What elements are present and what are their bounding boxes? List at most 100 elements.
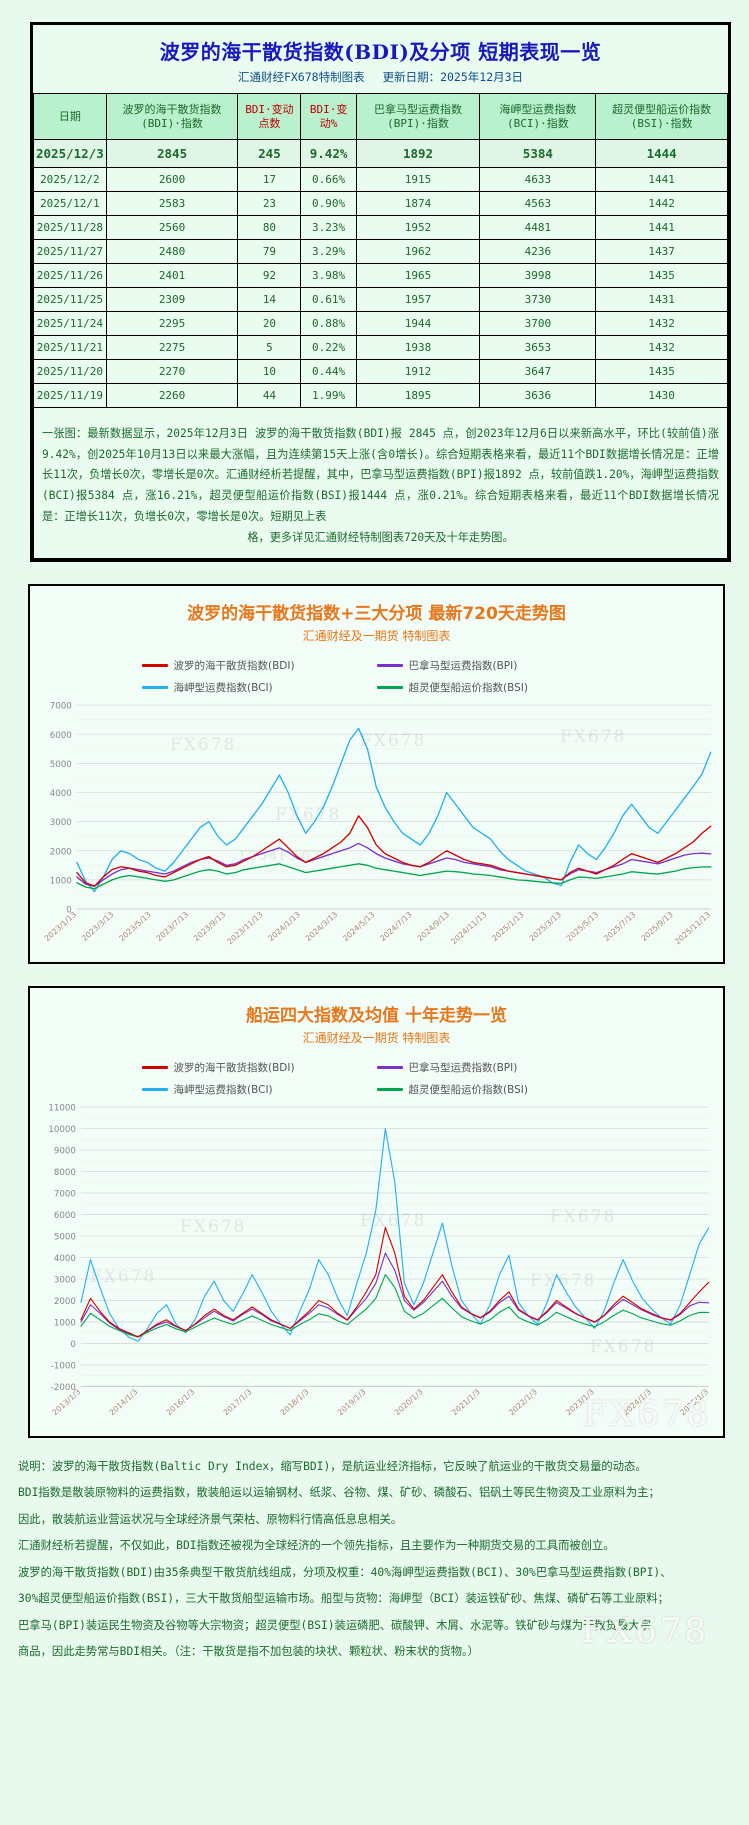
legend-swatch-bsi — [376, 1088, 403, 1092]
legend-item-bpi: 巴拿马型运费指数(BPI) — [376, 1060, 612, 1075]
legend-label-bpi: 巴拿马型运费指数(BPI) — [408, 1062, 518, 1075]
table-cell: 1444 — [595, 139, 728, 168]
svg-text:6000: 6000 — [54, 1211, 76, 1221]
table-cell: 0.61% — [300, 287, 357, 312]
table-cell: 2583 — [105, 191, 239, 216]
col-header-bsi: 超灵便型船运价指数(BSI)·指数 — [595, 93, 728, 140]
col-header-bpi: 巴拿马型运费指数(BPI)·指数 — [355, 93, 481, 140]
table-cell: 3730 — [479, 287, 597, 312]
chart-panel-10year: 船运四大指数及均值 十年走势一览 汇通财经及一期货 特制图表 波罗的海干散货指数… — [28, 986, 725, 1438]
legend-item-bsi: 超灵便型船运价指数(BSI) — [376, 680, 612, 695]
svg-text:-1000: -1000 — [51, 1362, 76, 1372]
legend-item-bpi: 巴拿马型运费指数(BPI) — [376, 658, 612, 673]
footer-line-6: 30%超灵便型船运价指数(BSI)，三大干散货船型运输市场。船型与货物：海岬型（… — [18, 1592, 669, 1606]
table-header-row: 日期 波罗的海干散货指数(BDI)·指数 BDI·变动点数 BDI·变动% 巴拿… — [33, 93, 728, 140]
legend-swatch-bci — [141, 1088, 168, 1092]
footer-line-7: 巴拿马(BPI)装运民生物资及谷物等大宗物资；超灵便型(BSI)装运磷肥、碳酸钾… — [18, 1618, 651, 1632]
table-cell: 1874 — [355, 191, 481, 216]
chart2-big-watermark: FX678 — [583, 1393, 711, 1434]
table-cell: 5 — [237, 335, 302, 360]
table-cell: 2560 — [105, 215, 239, 240]
table-cell: 2275 — [105, 335, 239, 360]
table-cell: 2025/12/1 — [33, 191, 107, 216]
table-cell: 3.23% — [300, 215, 357, 240]
table-cell: 2025/11/20 — [33, 359, 107, 384]
legend-label-bsi: 超灵便型船运价指数(BSI) — [408, 682, 528, 695]
table-cell: 44 — [237, 383, 302, 408]
table-body: 2025/12/3 2845 245 9.42% 1892 5384 1444 2025/12… — [33, 139, 728, 408]
table-cell: 2025/11/19 — [33, 383, 107, 408]
svg-text:5000: 5000 — [54, 1233, 76, 1243]
svg-text:2019/1/3: 2019/1/3 — [336, 1388, 368, 1418]
legend-label-bpi: 巴拿马型运费指数(BPI) — [408, 660, 518, 673]
svg-text:-2000: -2000 — [51, 1383, 76, 1393]
svg-text:7000: 7000 — [54, 1190, 76, 1200]
legend-item-bdi: 波罗的海干散货指数(BDI) — [141, 658, 377, 673]
col-header-bdi: 波罗的海干散货指数(BDI)·指数 — [105, 93, 239, 140]
svg-text:10000: 10000 — [48, 1125, 76, 1135]
legend-label-bdi: 波罗的海干散货指数(BDI) — [173, 660, 295, 673]
svg-text:2025/1/13: 2025/1/13 — [490, 910, 526, 943]
table-row: 2025/11/28 2560 80 3.23% 1952 4481 1441 — [33, 215, 728, 240]
table-cell: 1962 — [355, 239, 481, 264]
table-cell: 0.66% — [300, 167, 357, 192]
svg-text:2024/1/13: 2024/1/13 — [266, 910, 302, 943]
table-cell: 9.42% — [300, 139, 357, 168]
table-cell: 3636 — [479, 383, 597, 408]
table-cell: 0.90% — [300, 191, 357, 216]
table-cell: 4481 — [479, 215, 597, 240]
table-cell: 1442 — [595, 191, 728, 216]
col-header-bci: 海岬型运费指数(BCI)·指数 — [479, 93, 597, 140]
table-title: 波罗的海干散货指数(BDI)及分项 短期表现一览 — [159, 40, 602, 64]
table-cell: 1437 — [595, 239, 728, 264]
table-cell: 10 — [237, 359, 302, 384]
svg-text:4000: 4000 — [54, 1254, 76, 1264]
footer-line-1: 说明：波罗的海干散货指数(Baltic Dry Index，缩写BDI)，是航运… — [18, 1459, 647, 1473]
svg-text:1000: 1000 — [54, 1319, 76, 1329]
svg-text:4000: 4000 — [50, 789, 72, 799]
table-note-main: 一张图：最新数据显示，2025年12月3日 波罗的海干散货指数(BDI)报 28… — [42, 427, 719, 523]
table-row: 2025/12/1 2583 23 0.90% 1874 4563 1442 — [33, 191, 728, 216]
svg-text:11000: 11000 — [48, 1104, 76, 1114]
svg-text:5000: 5000 — [50, 760, 72, 770]
table-cell: 92 — [237, 263, 302, 288]
table-row: 2025/11/19 2260 44 1.99% 1895 3636 1430 — [33, 383, 728, 408]
table-cell: 1431 — [595, 287, 728, 312]
table-cell: 2295 — [105, 311, 239, 336]
table-note: 一张图：最新数据显示，2025年12月3日 波罗的海干散货指数(BDI)报 28… — [33, 408, 728, 560]
svg-text:2024/9/13: 2024/9/13 — [416, 910, 452, 943]
table-cell: 14 — [237, 287, 302, 312]
bdi-short-term-table-panel: 波罗的海干散货指数(BDI)及分项 短期表现一览 汇通财经FX678特制图表 更新… — [30, 22, 731, 563]
svg-text:2000: 2000 — [54, 1297, 76, 1307]
table-cell: 1892 — [355, 139, 481, 168]
chart1-plot-area: 0 1000 2000 3000 4000 5000 6000 7000 2023/1/13 20… — [30, 697, 723, 962]
table-cell: 2600 — [105, 167, 239, 192]
svg-text:2020/1/3: 2020/1/3 — [393, 1388, 425, 1418]
table-cell: 1435 — [595, 263, 728, 288]
table-row: 2025/11/26 2401 92 3.98% 1965 3998 1435 — [33, 263, 728, 288]
table-row: 2025/12/3 2845 245 9.42% 1892 5384 1444 — [33, 139, 728, 168]
footer-line-5: 波罗的海干散货指数(BDI)由35条典型干散货航线组成，分项及权重：40%海岬型… — [18, 1565, 672, 1579]
table-cell: 1430 — [595, 383, 728, 408]
chart2-svg: -2000 -1000 0 1000 2000 3000 4000 5000 6000 7000 8… — [48, 1104, 710, 1418]
table-cell: 1432 — [595, 335, 728, 360]
legend-swatch-bsi — [376, 686, 403, 690]
table-cell: 23 — [237, 191, 302, 216]
svg-text:9000: 9000 — [54, 1147, 76, 1157]
chart1-title: 波罗的海干散货指数+三大分项 最新720天走势图 — [187, 604, 566, 625]
table-cell: 0.22% — [300, 335, 357, 360]
svg-text:2017/1/3: 2017/1/3 — [222, 1388, 254, 1418]
table-cell: 4563 — [479, 191, 597, 216]
chart-panel-720day: 波罗的海干散货指数+三大分项 最新720天走势图 汇通财经及一期货 特制图表 波… — [28, 584, 725, 965]
table-row: 2025/11/24 2295 20 0.88% 1944 3700 1432 — [33, 311, 728, 336]
svg-text:0: 0 — [66, 906, 72, 916]
table-cell: 2025/11/21 — [33, 335, 107, 360]
table-cell: 1912 — [355, 359, 481, 384]
chart2-subtitle: 汇通财经及一期货 特制图表 — [302, 1031, 451, 1046]
svg-text:2018/1/3: 2018/1/3 — [279, 1388, 311, 1418]
footer-line-8: 商品，因此走势常与BDI相关。（注：干散货是指不加包装的块状、颗粒状、粉末状的货… — [18, 1645, 479, 1659]
table-subtitle-updated: 更新日期：2025年12月3日 — [382, 70, 524, 84]
chart1-legend: 波罗的海干散货指数(BDI) 巴拿马型运费指数(BPI) 海岬型运费指数(BCI… — [141, 658, 612, 695]
table-cell: 3.29% — [300, 239, 357, 264]
